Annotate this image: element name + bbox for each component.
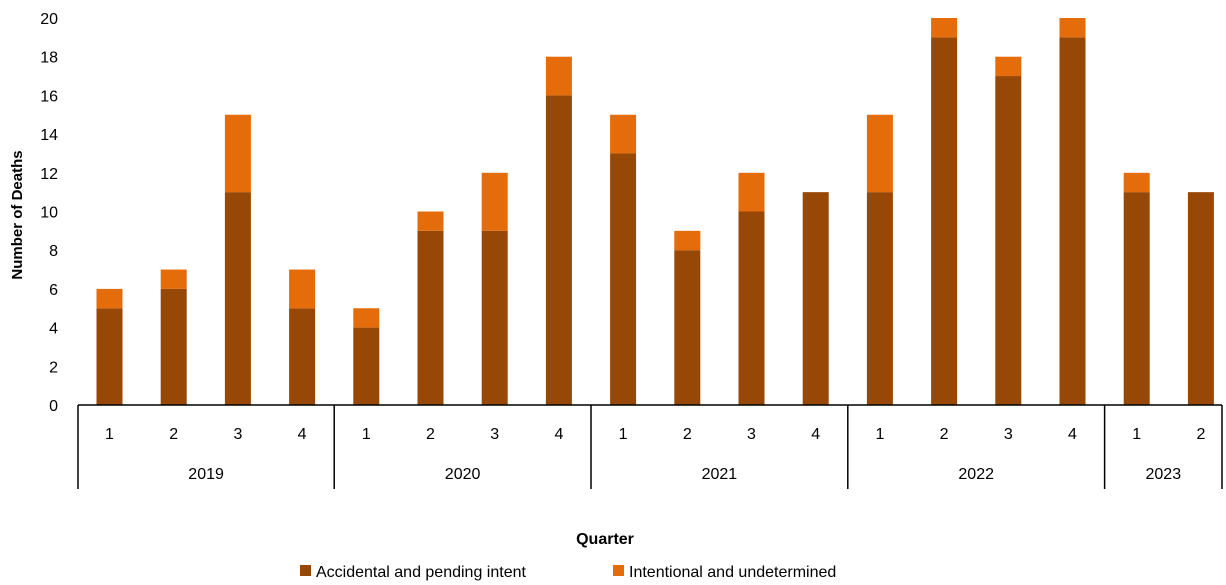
legend-label: Accidental and pending intent [316,564,526,581]
bar-accidental-segment [995,76,1022,406]
x-tick-label-quarter: 3 [490,426,499,443]
y-tick-label: 8 [49,243,58,260]
bar-intentional-segment [931,18,958,38]
bar-accidental-segment [610,153,637,405]
y-tick-label: 12 [40,166,58,183]
bar-intentional-segment [1059,18,1086,38]
bar-intentional-segment [545,56,572,96]
legend-swatch [613,565,624,576]
x-tick-label-quarter: 2 [940,426,949,443]
x-axis: 1 2 3 4 2019 1 2 3 4 2020 1 2 3 4 2021 1 2 3 4 2022 1 2 2023 [77,404,1223,489]
bar-accidental-segment [289,308,316,405]
y-axis-tick-labels: 0 2 4 6 8 10 12 14 16 18 20 [40,11,58,415]
x-tick-label-quarter: 2 [683,426,692,443]
y-tick-label: 4 [49,321,58,338]
bar-accidental-segment [1123,192,1150,405]
bar-intentional-segment [224,114,251,193]
y-tick-label: 10 [40,205,58,222]
x-tick-label-quarter: 4 [298,426,307,443]
bar-accidental-segment [545,95,572,406]
x-group-label-year: 2020 [445,466,481,483]
bar-intentional-segment [160,269,187,289]
bar-intentional-segment [610,114,637,154]
bar-intentional-segment [353,308,380,328]
legend-swatch [300,565,311,576]
bar-intentional-segment [417,211,444,231]
bar-intentional-segment [995,56,1022,77]
x-tick-label-quarter: 3 [747,426,756,443]
bar-accidental-segment [160,288,187,405]
x-tick-label-quarter: 2 [169,426,178,443]
y-tick-label: 16 [40,88,58,105]
y-tick-label: 0 [49,398,58,415]
x-tick-label-quarter: 3 [233,426,242,443]
x-tick-label-quarter: 1 [362,426,371,443]
bar-accidental-segment [866,192,893,405]
bar-intentional-segment [481,172,508,231]
bar-intentional-segment [96,288,123,309]
x-group-label-year: 2019 [188,466,224,483]
x-tick-label-quarter: 1 [105,426,114,443]
bars [96,18,1214,406]
bar-accidental-segment [674,250,701,405]
x-group-label-year: 2023 [1146,466,1182,483]
x-tick-label-quarter: 3 [1004,426,1013,443]
bar-accidental-segment [224,192,251,405]
bar-intentional-segment [674,230,701,251]
bar-intentional-segment [1123,172,1150,193]
bar-intentional-segment [738,172,765,212]
y-tick-label: 14 [40,127,58,144]
x-tick-label-quarter: 1 [619,426,628,443]
bar-accidental-segment [1059,37,1086,405]
x-tick-label-quarter: 2 [426,426,435,443]
bar-intentional-segment [289,269,316,309]
x-tick-label-quarter: 4 [1068,426,1077,443]
bar-accidental-segment [417,230,444,405]
bar-accidental-segment [931,37,958,405]
y-axis-title: Number of Deaths [9,150,26,279]
x-tick-label-quarter: 4 [811,426,820,443]
x-tick-label-quarter: 1 [875,426,884,443]
bar-accidental-segment [802,192,829,405]
x-axis-title: Quarter [576,531,634,548]
bar-accidental-segment [738,211,765,405]
bar-accidental-segment [96,308,123,405]
x-tick-label-quarter: 2 [1196,426,1205,443]
bar-accidental-segment [1187,192,1214,405]
bar-intentional-segment [866,114,893,193]
y-tick-label: 20 [40,11,58,28]
x-tick-label-quarter: 1 [1132,426,1141,443]
y-tick-label: 18 [40,50,58,67]
legend: Accidental and pending intent Intentional… [300,564,836,581]
y-tick-label: 6 [49,282,58,299]
legend-label: Intentional and undetermined [629,564,836,581]
bar-accidental-segment [353,327,380,405]
y-tick-label: 2 [49,359,58,376]
x-tick-label-quarter: 4 [554,426,563,443]
x-group-label-year: 2022 [958,466,994,483]
x-group-label-year: 2021 [702,466,738,483]
bar-accidental-segment [481,230,508,405]
